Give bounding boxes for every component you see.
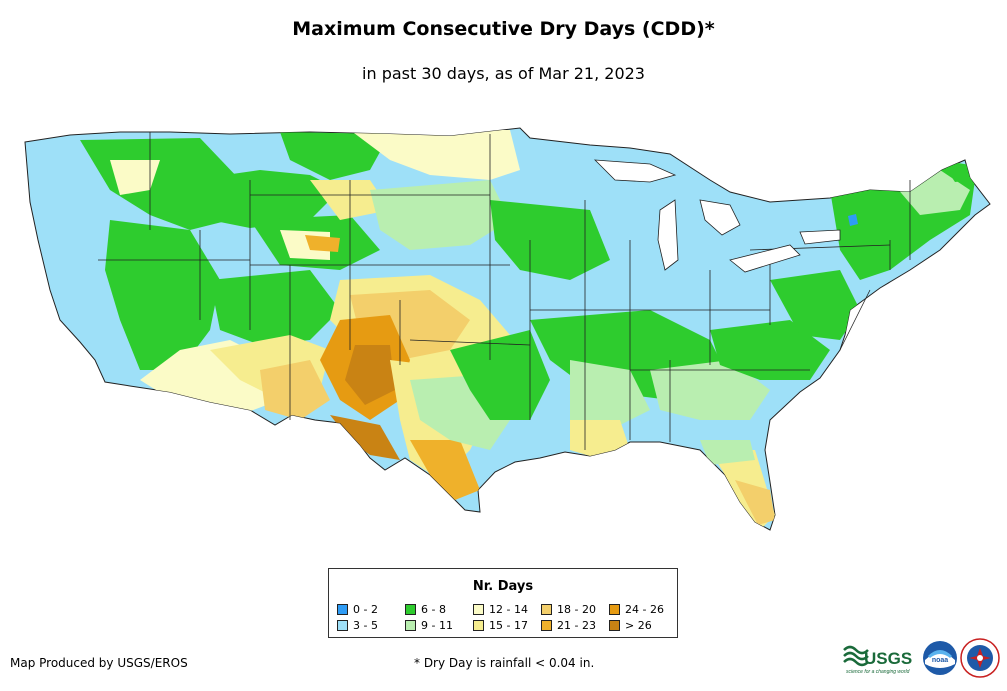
legend-swatch [541,620,552,631]
legend-label: 6 - 8 [421,603,446,616]
noaa-wordmark: noaa [932,657,948,664]
state-boundaries [98,132,911,450]
legend-label: 12 - 14 [489,603,528,616]
legend-item-12-14: 12 - 14 [473,604,528,616]
great-lakes [593,159,841,273]
legend-item-6-8: 6 - 8 [405,604,446,616]
legend-label: 21 - 23 [557,619,596,632]
legend-swatch [541,604,552,615]
legend-swatch [405,604,416,615]
legend-title: Nr. Days [472,579,534,594]
legend-item-gt-26: > 26 [609,620,652,632]
legend-swatch [473,604,484,615]
legend-label: > 26 [625,619,652,632]
noaa-logo: noaa [923,641,957,675]
legend-label: 0 - 2 [353,603,378,616]
legend-swatch [473,620,484,631]
footnote-text: * Dry Day is rainfall < 0.04 in. [414,656,595,670]
legend-item-15-17: 15 - 17 [473,620,528,632]
legend-swatch [405,620,416,631]
legend-label: 24 - 26 [625,603,664,616]
legend-swatch [337,604,348,615]
legend-item-9-11: 9 - 11 [405,620,453,632]
legend-item-18-20: 18 - 20 [541,604,596,616]
nws-logo [960,638,1000,678]
us-cdd-map [24,127,991,531]
legend-label: 3 - 5 [353,619,378,632]
legend-swatch [337,620,348,631]
legend-label: 9 - 11 [421,619,453,632]
legend-item-24-26: 24 - 26 [609,604,664,616]
usgs-tagline: science for a changing world [846,669,910,675]
map-title: Maximum Consecutive Dry Days (CDD)* [292,18,715,40]
usgs-logo: USGS science for a changing world [843,645,912,675]
legend-swatch [609,604,620,615]
legend-item-21-23: 21 - 23 [541,620,596,632]
usgs-wordmark: USGS [864,649,912,668]
credit-text: Map Produced by USGS/EROS [10,656,188,670]
legend-item-3-5: 3 - 5 [337,620,378,632]
legend: Nr. Days 0 - 2 3 - 5 6 - 8 9 - 11 12 - 1… [328,568,678,638]
map-subtitle: in past 30 days, as of Mar 21, 2023 [362,64,645,83]
legend-label: 18 - 20 [557,603,596,616]
legend-label: 15 - 17 [489,619,528,632]
legend-item-0-2: 0 - 2 [337,604,378,616]
legend-swatch [609,620,620,631]
